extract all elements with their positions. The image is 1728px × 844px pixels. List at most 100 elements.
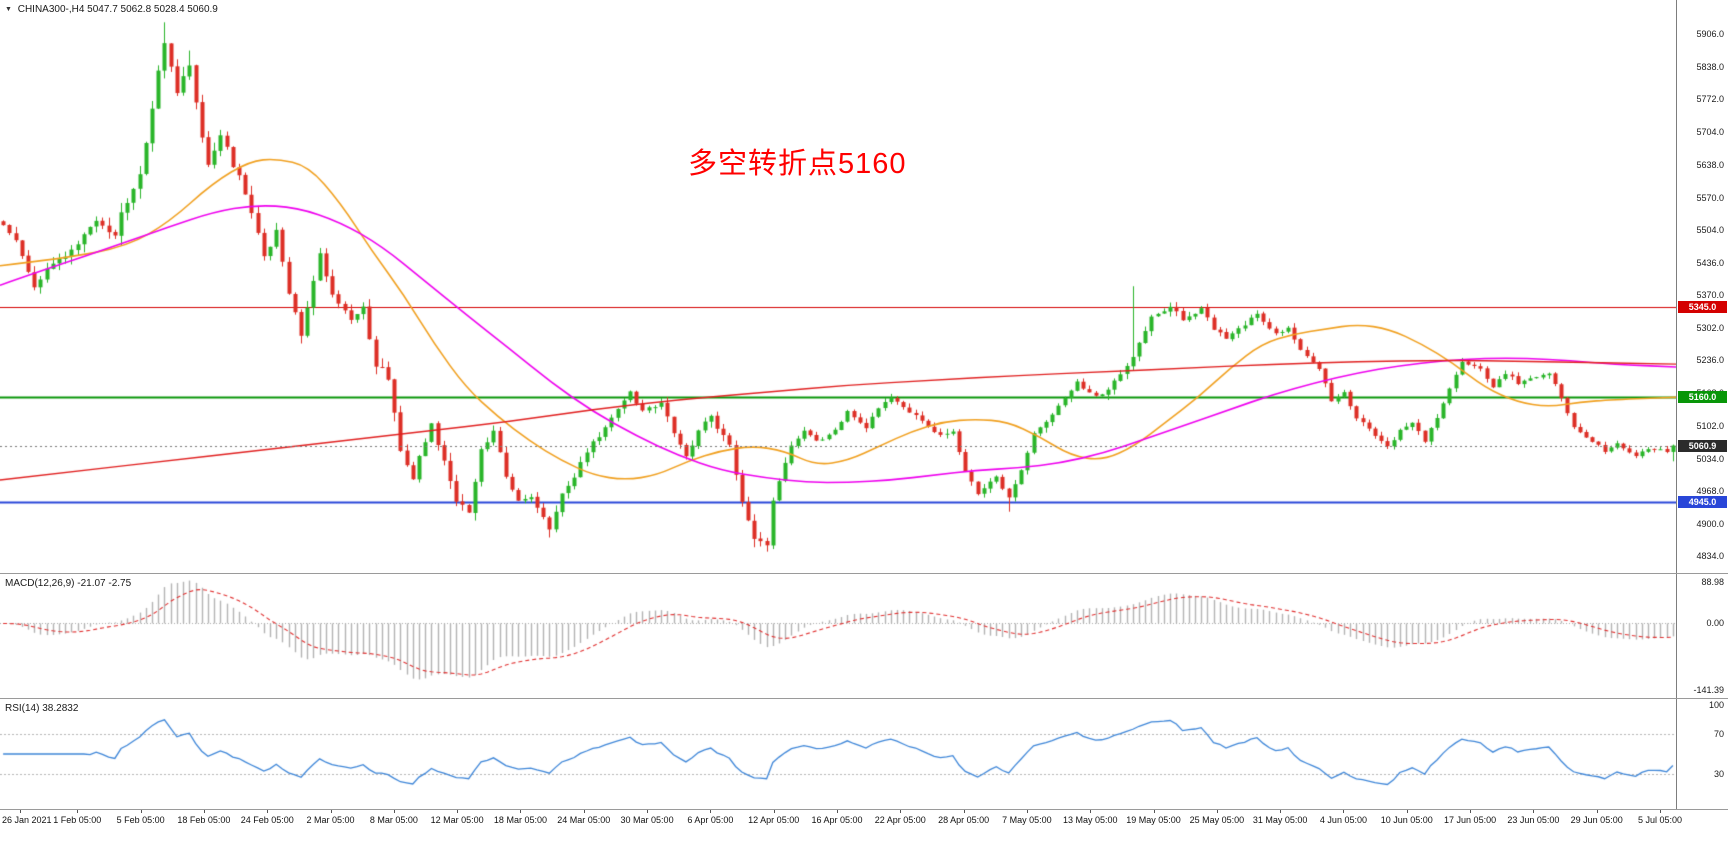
date-label: 30 Mar 05:00: [620, 815, 674, 825]
date-label: 7 May 05:00: [1002, 815, 1052, 825]
date-label: 6 Apr 05:00: [687, 815, 734, 825]
date-tick-mark: [1090, 810, 1092, 813]
date-label: 28 Apr 05:00: [938, 815, 990, 825]
date-tick-mark: [393, 810, 395, 813]
date-label: 19 May 05:00: [1126, 815, 1181, 825]
price-tick: 4834.0: [1696, 551, 1724, 561]
symbol-marker-icon: ▼: [5, 6, 12, 13]
date-label: 8 Mar 05:00: [369, 815, 418, 825]
price-tick: 5704.0: [1696, 127, 1724, 138]
macd-axis-zero: 0.00: [1706, 618, 1724, 629]
date-tick-mark: [77, 810, 79, 813]
price-badge: 5060.9: [1678, 439, 1727, 452]
price-tick: 4900.0: [1696, 518, 1724, 529]
price-badge: 5160.0: [1678, 391, 1727, 404]
price-tick: 5570.0: [1696, 192, 1724, 203]
price-tick: 5638.0: [1696, 159, 1724, 170]
date-tick-mark: [773, 810, 775, 813]
panel-separator[interactable]: [0, 698, 1728, 699]
date-tick-mark: [267, 810, 269, 813]
date-tick-mark: [1470, 810, 1472, 813]
date-tick-mark: [140, 810, 142, 813]
date-label: 24 Mar 05:00: [557, 815, 611, 825]
rsi-axis-100: 100: [1708, 700, 1724, 710]
macd-scale[interactable]: 88.98 0.00 -141.39: [1676, 574, 1728, 698]
price-tick: 5838.0: [1696, 62, 1724, 73]
date-tick-mark: [1660, 810, 1661, 813]
date-label: 29 Jun 05:00: [1570, 815, 1623, 825]
date-label: 18 Feb 05:00: [177, 815, 231, 825]
price-tick: 5236.0: [1696, 355, 1724, 366]
rsi-axis-70: 70: [1713, 729, 1724, 740]
date-tick-mark: [457, 810, 459, 813]
rsi-scale[interactable]: 100 70 30: [1676, 699, 1728, 809]
date-tick-mark: [1280, 810, 1282, 813]
date-label: 25 May 05:00: [1189, 815, 1245, 825]
main-chart-panel: ▼ CHINA300-,H4 5047.7 5062.8 5028.4 5060…: [0, 0, 1728, 573]
price-tick: 5504.0: [1696, 224, 1724, 235]
date-tick-mark: [647, 810, 649, 813]
date-tick-mark: [1596, 810, 1598, 813]
date-tick-mark: [520, 810, 522, 813]
chart-title: CHINA300-,H4 5047.7 5062.8 5028.4 5060.9: [17, 4, 218, 15]
chart-annotation[interactable]: 多空转折点5160: [688, 148, 907, 180]
panel-separator[interactable]: [0, 809, 1728, 810]
price-tick: 5302.0: [1696, 323, 1724, 334]
date-label: 5 Jul 05:00: [1637, 815, 1683, 825]
rsi-label: RSI(14) 38.2832: [5, 703, 79, 714]
date-label: 10 Jun 05:00: [1380, 815, 1433, 825]
date-tick-mark: [1533, 810, 1535, 813]
rsi-canvas[interactable]: [0, 699, 1676, 809]
date-label: 31 May 05:00: [1252, 815, 1308, 825]
date-tick-mark: [837, 810, 838, 813]
date-label: 1 Feb 05:00: [53, 815, 102, 825]
price-tick: 5772.0: [1696, 94, 1724, 105]
price-tick: 5370.0: [1696, 290, 1724, 300]
date-tick-mark: [203, 810, 205, 813]
date-tick-mark: [1343, 810, 1345, 813]
date-tick-mark: [1026, 810, 1028, 813]
date-label: 4 Jun 05:00: [1319, 815, 1367, 825]
chart-header: ▼ CHINA300-,H4 5047.7 5062.8 5028.4 5060…: [5, 4, 218, 15]
macd-canvas[interactable]: [0, 574, 1676, 698]
macd-axis-top: 88.98: [1701, 577, 1724, 587]
date-label: 26 Jan 2021: [2, 815, 52, 825]
price-tick: 4968.0: [1696, 485, 1724, 496]
price-tick: 5034.0: [1696, 453, 1724, 464]
date-label: 16 Apr 05:00: [811, 815, 863, 825]
price-tick: 5436.0: [1696, 257, 1724, 268]
rsi-axis-30: 30: [1713, 768, 1724, 779]
date-tick-mark: [1216, 810, 1218, 813]
price-tick: 5102.0: [1696, 420, 1724, 431]
date-label: 5 Feb 05:00: [116, 815, 165, 825]
date-tick-mark: [20, 810, 21, 813]
macd-panel: MACD(12,26,9) -21.07 -2.75 88.98 0.00 -1…: [0, 574, 1728, 698]
date-tick-mark: [900, 810, 902, 813]
date-label: 12 Mar 05:00: [430, 815, 484, 825]
date-tick-mark: [330, 810, 332, 813]
price-badge: 4945.0: [1678, 495, 1727, 508]
rsi-panel: RSI(14) 38.2832 100 70 30: [0, 699, 1728, 809]
date-label: 17 Jun 05:00: [1444, 815, 1497, 825]
macd-axis-bottom: -141.39: [1693, 685, 1724, 695]
main-chart-canvas[interactable]: [0, 0, 1676, 573]
price-scale[interactable]: 5906.0 5838.0 5772.0 5704.0 5638.0 5570.0 5504…: [1676, 0, 1728, 573]
date-axis[interactable]: 26 Jan 2021 1 Feb 05:00 5 Feb 05:00 18 Feb …: [0, 810, 1728, 844]
date-label: 2 Mar 05:00: [306, 815, 355, 825]
date-tick-mark: [710, 810, 712, 813]
date-label: 23 Jun 05:00: [1507, 815, 1560, 825]
date-label: 13 May 05:00: [1062, 815, 1118, 825]
price-tick: 5906.0: [1696, 29, 1724, 39]
date-label: 12 Apr 05:00: [748, 815, 800, 825]
date-label: 18 Mar 05:00: [493, 815, 547, 825]
panel-separator[interactable]: [0, 573, 1728, 574]
date-label: 22 Apr 05:00: [874, 815, 926, 825]
macd-label: MACD(12,26,9) -21.07 -2.75: [5, 578, 132, 589]
date-tick-mark: [583, 810, 585, 813]
price-badge: 5345.0: [1678, 301, 1727, 314]
date-tick-mark: [963, 810, 965, 813]
date-tick-mark: [1406, 810, 1408, 813]
date-label: 24 Feb 05:00: [240, 815, 294, 825]
date-tick-mark: [1153, 810, 1155, 813]
